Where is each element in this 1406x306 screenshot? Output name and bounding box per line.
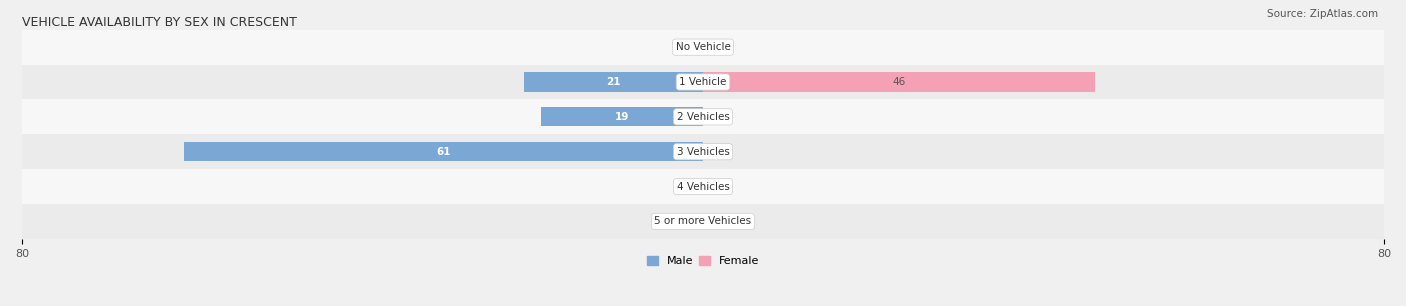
Bar <box>541 107 703 126</box>
Bar <box>184 142 703 161</box>
Text: Source: ZipAtlas.com: Source: ZipAtlas.com <box>1267 9 1378 19</box>
Text: 0: 0 <box>683 42 690 52</box>
Text: 46: 46 <box>893 77 905 87</box>
Text: 0: 0 <box>716 42 723 52</box>
Text: 0: 0 <box>716 147 723 157</box>
Bar <box>22 65 1384 99</box>
Text: 0: 0 <box>716 112 723 122</box>
Legend: Male, Female: Male, Female <box>643 252 763 271</box>
Text: 5 or more Vehicles: 5 or more Vehicles <box>654 216 752 226</box>
Text: 0: 0 <box>683 181 690 192</box>
Bar <box>22 169 1384 204</box>
Text: VEHICLE AVAILABILITY BY SEX IN CRESCENT: VEHICLE AVAILABILITY BY SEX IN CRESCENT <box>22 16 297 28</box>
Text: 1 Vehicle: 1 Vehicle <box>679 77 727 87</box>
Text: 19: 19 <box>614 112 630 122</box>
Text: 61: 61 <box>436 147 451 157</box>
Bar <box>22 30 1384 65</box>
Text: 0: 0 <box>716 181 723 192</box>
Bar <box>22 134 1384 169</box>
Text: 2 Vehicles: 2 Vehicles <box>676 112 730 122</box>
Bar <box>22 99 1384 134</box>
Text: 21: 21 <box>606 77 621 87</box>
Text: 0: 0 <box>683 216 690 226</box>
Text: 3 Vehicles: 3 Vehicles <box>676 147 730 157</box>
Text: 0: 0 <box>716 216 723 226</box>
Bar <box>524 73 703 91</box>
Text: 4 Vehicles: 4 Vehicles <box>676 181 730 192</box>
Text: No Vehicle: No Vehicle <box>675 42 731 52</box>
Bar <box>22 204 1384 239</box>
Bar <box>703 73 1094 91</box>
